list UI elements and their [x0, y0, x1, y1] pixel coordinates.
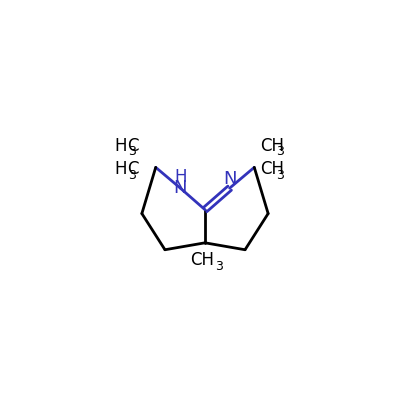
Text: CH: CH [190, 251, 214, 269]
Text: 3: 3 [215, 260, 223, 273]
Text: H: H [174, 168, 187, 186]
Text: 3: 3 [128, 146, 136, 158]
Text: C: C [127, 137, 139, 155]
Text: 3: 3 [276, 168, 284, 182]
Text: 3: 3 [128, 168, 136, 182]
Text: CH: CH [260, 137, 284, 155]
Text: N: N [174, 179, 187, 197]
Text: CH: CH [260, 160, 284, 178]
Text: H: H [114, 137, 126, 155]
Text: N: N [223, 170, 236, 188]
Text: C: C [127, 160, 139, 178]
Text: 3: 3 [276, 146, 284, 158]
Text: H: H [114, 160, 126, 178]
